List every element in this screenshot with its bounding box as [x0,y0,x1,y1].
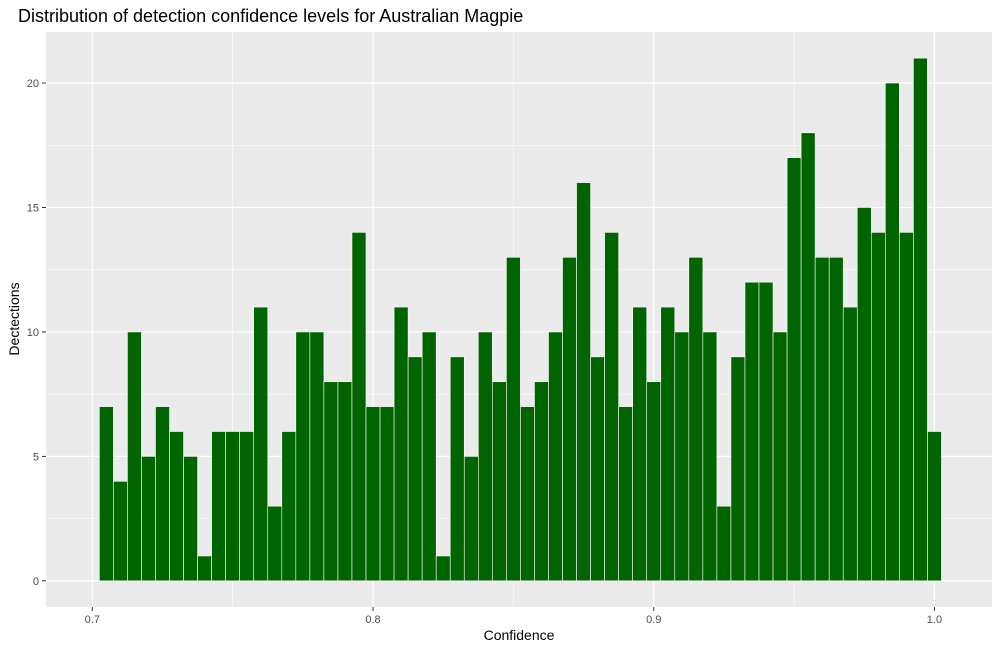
histogram-bar [604,232,619,582]
histogram-bar [885,82,900,582]
y-tick-label: 5 [33,451,39,463]
histogram-bar [534,381,549,582]
histogram-bar [548,331,563,582]
histogram-bar [169,431,184,582]
histogram-bar [141,456,156,582]
histogram-bar [337,381,353,582]
histogram-bar [856,207,872,582]
x-axis-title: Confidence [484,627,555,643]
histogram-bar [618,406,633,582]
histogram-bar [870,232,886,582]
histogram-bar [520,406,535,582]
histogram-bar [197,555,212,582]
x-tick-label: 0.9 [646,614,661,626]
x-tick-label: 0.8 [365,614,380,626]
histogram-bar [113,480,128,582]
histogram-bar [506,256,521,582]
histogram-bar [239,431,255,582]
histogram-bar [800,132,816,582]
histogram-bar [421,331,437,582]
histogram-bar [365,406,381,582]
histogram-bar [744,281,760,582]
histogram-bar [309,331,325,582]
histogram-bars [99,57,942,582]
histogram-bar [253,306,269,582]
histogram-bar [632,306,648,582]
y-axis: 0 5 10 15 20 [27,78,46,588]
histogram-bar [772,331,788,582]
histogram-bar [786,157,802,582]
histogram-bar [828,256,844,582]
y-axis-title: Dectections [6,282,22,355]
histogram-bar [267,505,283,582]
histogram-bar [646,381,662,582]
histogram-bar [477,331,493,582]
histogram-bar [702,331,718,582]
y-tick-label: 0 [33,576,39,588]
histogram-bar [449,356,465,582]
histogram-bar [295,331,311,582]
histogram-bar [590,356,605,582]
y-tick-label: 20 [27,78,39,90]
histogram-bar [730,356,746,582]
histogram-bar [913,57,928,582]
histogram-bar [688,256,704,582]
histogram-bar [927,431,942,582]
histogram-bar [155,406,170,582]
histogram-bar [562,256,577,582]
histogram-bar [435,555,451,582]
histogram-bar [492,381,507,582]
histogram-bar [183,456,198,582]
histogram-bar [814,256,830,582]
histogram-bar [716,505,732,582]
x-tick-label: 0.7 [85,614,100,626]
histogram-bar [99,406,114,582]
histogram-bar [225,431,240,582]
x-tick-label: 1.0 [927,614,942,626]
histogram-bar [899,232,914,582]
histogram-bar [211,431,226,582]
histogram-bar [281,431,297,582]
histogram-bar [674,331,690,582]
histogram-bar [842,306,858,582]
y-tick-label: 15 [27,202,39,214]
histogram-bar [660,306,676,582]
histogram-bar [407,356,423,582]
histogram-bar [463,456,479,582]
histogram-bar [393,306,409,582]
histogram-bar [351,232,367,582]
histogram-bar [379,406,395,582]
histogram-bar [127,331,142,582]
chart-title: Distribution of detection confidence lev… [18,6,523,26]
y-tick-label: 10 [27,327,39,339]
x-axis: 0.7 0.8 0.9 1.0 [85,607,942,626]
histogram-bar [323,381,339,582]
histogram-bar [758,281,774,582]
histogram-bar [576,182,591,582]
